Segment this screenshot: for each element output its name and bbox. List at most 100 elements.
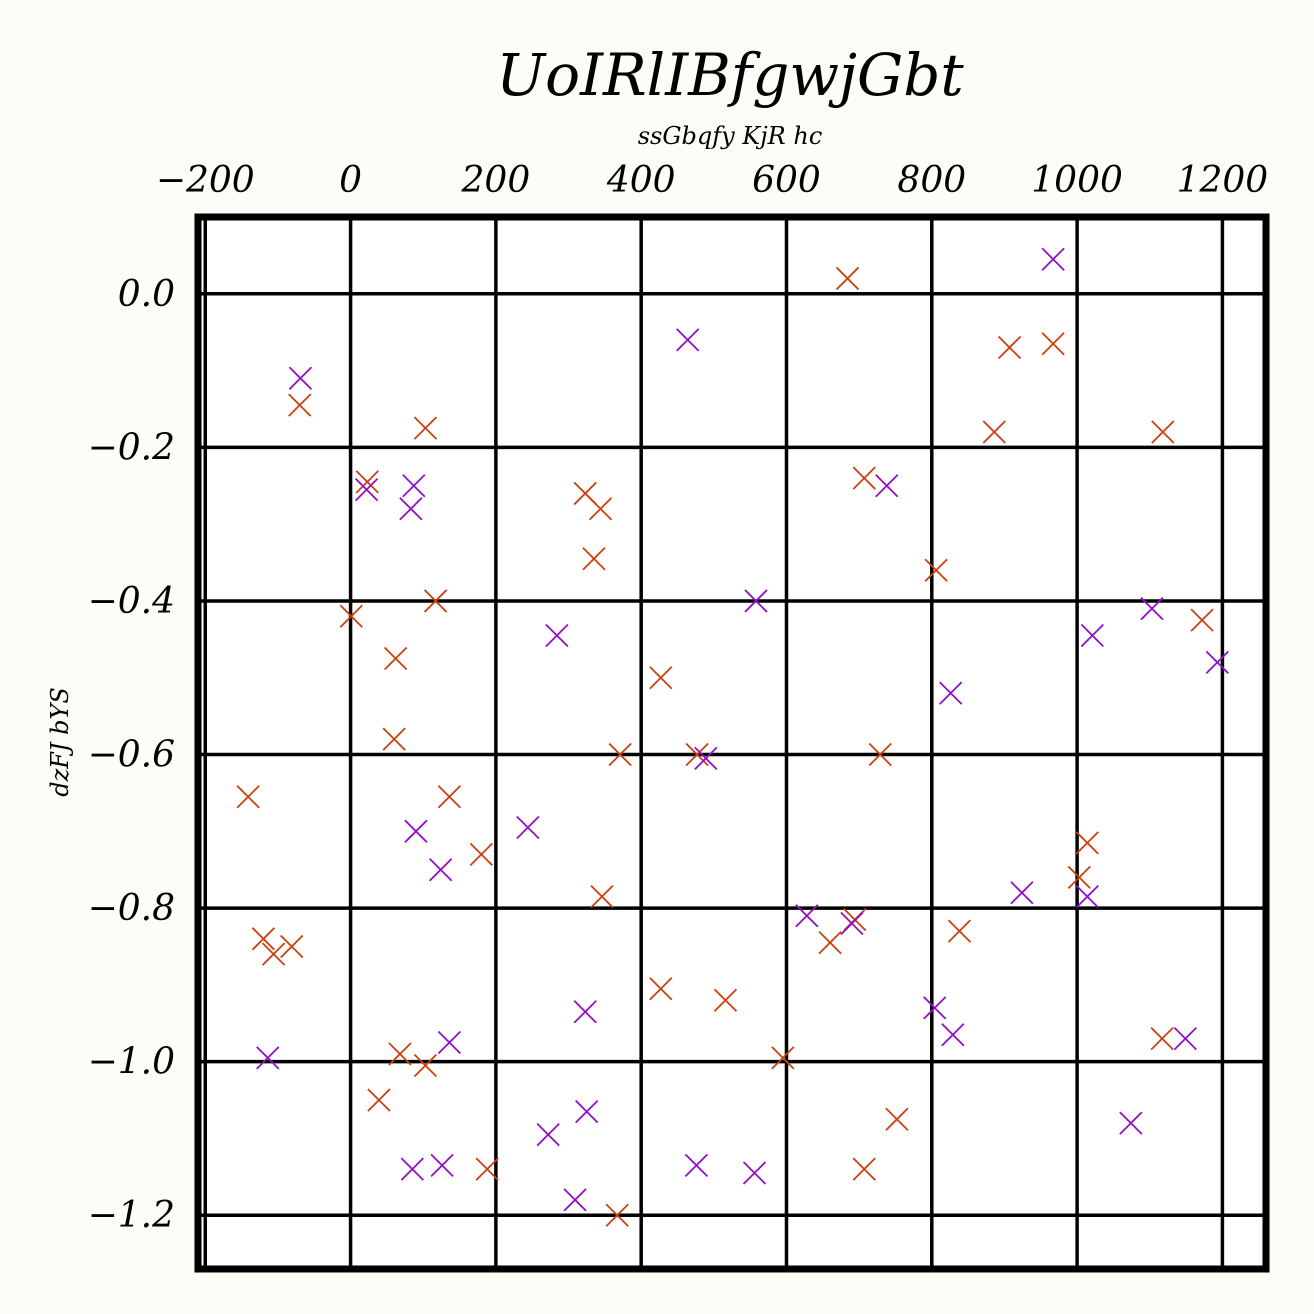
data-point [1173, 1027, 1197, 1051]
data-point [545, 623, 569, 648]
data-point [1080, 623, 1104, 648]
x-tick-labels: −200 0 200 400 600 800 1000 1200 [156, 160, 1268, 201]
data-point [676, 328, 700, 352]
data-point [1067, 865, 1091, 890]
series-1 [256, 247, 1229, 1212]
data-point [280, 934, 304, 959]
data-point [256, 1046, 280, 1070]
x-tick-label: −200 [156, 160, 255, 201]
data-point [818, 931, 842, 955]
data-point [1119, 1111, 1143, 1135]
data-point [437, 1030, 462, 1055]
data-point [413, 416, 438, 440]
data-point [924, 558, 948, 582]
data-point [288, 393, 312, 417]
data-point [382, 727, 406, 751]
data-point [885, 1107, 909, 1131]
data-point [1205, 650, 1229, 675]
data-point [744, 589, 768, 613]
data-point [1075, 831, 1099, 855]
data-point [649, 977, 673, 1001]
x-tick-label: 200 [461, 160, 531, 201]
data-point [1140, 596, 1164, 621]
x-tick-label: 800 [897, 160, 966, 201]
data-point [1041, 247, 1065, 271]
data-point [236, 785, 260, 809]
data-point [430, 1153, 454, 1177]
data-point [261, 942, 286, 966]
data-point [582, 547, 606, 571]
data-point [608, 742, 632, 767]
data-point [685, 742, 709, 767]
x-tick-label: 1000 [1031, 160, 1123, 201]
y-tick-label: −0.6 [88, 735, 175, 776]
data-point [339, 604, 363, 628]
y-tick-label: −0.4 [88, 581, 175, 622]
y-tick-label: −0.8 [88, 888, 175, 929]
data-point [947, 919, 972, 943]
data-point [469, 842, 493, 866]
data-point [852, 1157, 876, 1181]
data-point [1010, 881, 1034, 905]
data-point [588, 497, 613, 521]
data-point [563, 1188, 587, 1212]
data-point [402, 474, 426, 498]
data-point [1075, 884, 1099, 909]
data-points [236, 247, 1229, 1227]
y-axis-label: dzFJ bYS [46, 687, 74, 797]
data-point [475, 1157, 499, 1181]
data-point [1150, 1027, 1174, 1051]
data-point [1041, 332, 1065, 356]
data-point [573, 1000, 597, 1024]
data-point [923, 996, 947, 1020]
data-point [742, 1161, 767, 1185]
data-point [835, 266, 860, 291]
plot-frame [194, 213, 1270, 1273]
data-point [771, 1046, 795, 1070]
y-tick-label: −0.2 [88, 427, 175, 468]
grid-lines [198, 217, 1266, 1269]
x-axis-label: ssGbqfy KjR hc [638, 122, 823, 150]
data-point [868, 742, 892, 767]
x-tick-label: 1200 [1177, 160, 1269, 201]
data-point [649, 666, 673, 690]
data-point [939, 681, 963, 705]
chart-title: UoIRlIBfgwjGbt [496, 41, 964, 109]
data-point [982, 420, 1006, 444]
data-point [1151, 420, 1175, 444]
data-point [516, 815, 540, 840]
data-point [413, 1053, 438, 1078]
data-point [423, 589, 448, 613]
x-tick-label: 0 [339, 160, 362, 201]
data-point [429, 858, 453, 882]
data-point [400, 1157, 424, 1181]
data-point [354, 477, 379, 502]
data-point [355, 470, 379, 494]
data-point [694, 746, 718, 770]
data-point [575, 1099, 599, 1124]
y-tick-label: 0.0 [118, 274, 175, 315]
data-point [875, 474, 899, 498]
data-point [437, 785, 462, 809]
data-point [388, 1042, 412, 1066]
data-point [997, 335, 1022, 360]
x-tick-label: 600 [752, 160, 821, 201]
data-point [795, 904, 819, 928]
data-point [605, 1203, 629, 1227]
y-tick-label: −1.0 [88, 1042, 175, 1083]
data-point [590, 884, 614, 909]
data-point [288, 366, 313, 390]
data-point [713, 988, 738, 1012]
data-point [840, 911, 864, 936]
data-point [383, 646, 408, 671]
y-tick-label: −1.2 [88, 1195, 175, 1236]
data-point [251, 927, 276, 951]
data-point [941, 1023, 965, 1047]
x-tick-label: 400 [606, 160, 676, 201]
plot-area [198, 217, 1266, 1269]
data-point [399, 497, 423, 521]
data-point [852, 466, 876, 490]
data-point [367, 1088, 391, 1112]
data-point [404, 819, 428, 843]
